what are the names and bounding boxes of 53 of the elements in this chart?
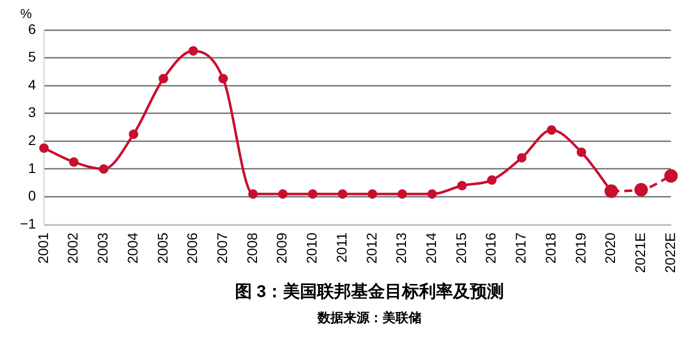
point bbox=[398, 189, 408, 199]
x-tick-label: 2019 bbox=[572, 232, 588, 264]
point bbox=[427, 189, 437, 199]
x-tick-label: 2006 bbox=[184, 232, 200, 264]
x-tick-label: 2007 bbox=[214, 232, 230, 264]
x-tick-label: 2021E bbox=[632, 232, 648, 273]
x-tick-label: 2015 bbox=[452, 232, 469, 264]
x-tick-label: 2010 bbox=[304, 232, 320, 264]
point bbox=[248, 189, 258, 199]
x-tick-label: 2004 bbox=[124, 232, 140, 264]
point bbox=[188, 46, 198, 56]
x-tick-label: 2022E bbox=[662, 232, 678, 273]
point bbox=[158, 74, 168, 84]
x-tick-label: 2002 bbox=[64, 232, 81, 264]
y-tick-label: 0 bbox=[28, 188, 36, 204]
point bbox=[98, 164, 108, 174]
x-tick-label: 2003 bbox=[94, 232, 111, 264]
x-tick-label: 2014 bbox=[422, 232, 439, 264]
x-tick-label: 2005 bbox=[154, 232, 170, 264]
text: 图 3：美国联邦基金目标利率及预测 bbox=[234, 281, 506, 303]
x-tick-label: 2017 bbox=[512, 232, 529, 264]
y-tick-label: 5 bbox=[28, 48, 36, 65]
x-tick-label: 2013 bbox=[393, 232, 410, 264]
point bbox=[308, 189, 318, 199]
y-tick-label: 3 bbox=[28, 104, 36, 120]
y-axis-title: % bbox=[20, 6, 32, 21]
point bbox=[278, 189, 288, 199]
y-tick-label: 2 bbox=[28, 132, 36, 148]
point bbox=[516, 153, 526, 163]
y-tick-label: −1 bbox=[20, 215, 36, 232]
point bbox=[576, 148, 586, 158]
point bbox=[546, 125, 556, 135]
point bbox=[69, 157, 79, 167]
y-tick-label: 1 bbox=[28, 160, 36, 176]
point bbox=[218, 74, 228, 84]
x-tick-label: 2001 bbox=[34, 232, 51, 264]
x-tick-label: 2011 bbox=[333, 232, 350, 263]
point bbox=[39, 143, 49, 153]
x-tick-label: 2018 bbox=[542, 232, 558, 264]
y-tick-label: 6 bbox=[28, 20, 36, 37]
point bbox=[338, 189, 348, 199]
x-tick-label: 2020 bbox=[602, 232, 618, 264]
point bbox=[457, 180, 467, 190]
x-tick-label: 2008 bbox=[244, 232, 260, 264]
point bbox=[664, 169, 678, 183]
x-tick-label: 2009 bbox=[274, 232, 290, 264]
y-tick-label: 4 bbox=[28, 76, 36, 92]
x-tick-label: 2012 bbox=[363, 232, 380, 264]
source-note: 数据来源：美联储 bbox=[316, 309, 422, 327]
point bbox=[487, 175, 497, 185]
point bbox=[368, 189, 378, 199]
x-tick-label: 2016 bbox=[482, 232, 499, 264]
point bbox=[128, 129, 138, 139]
